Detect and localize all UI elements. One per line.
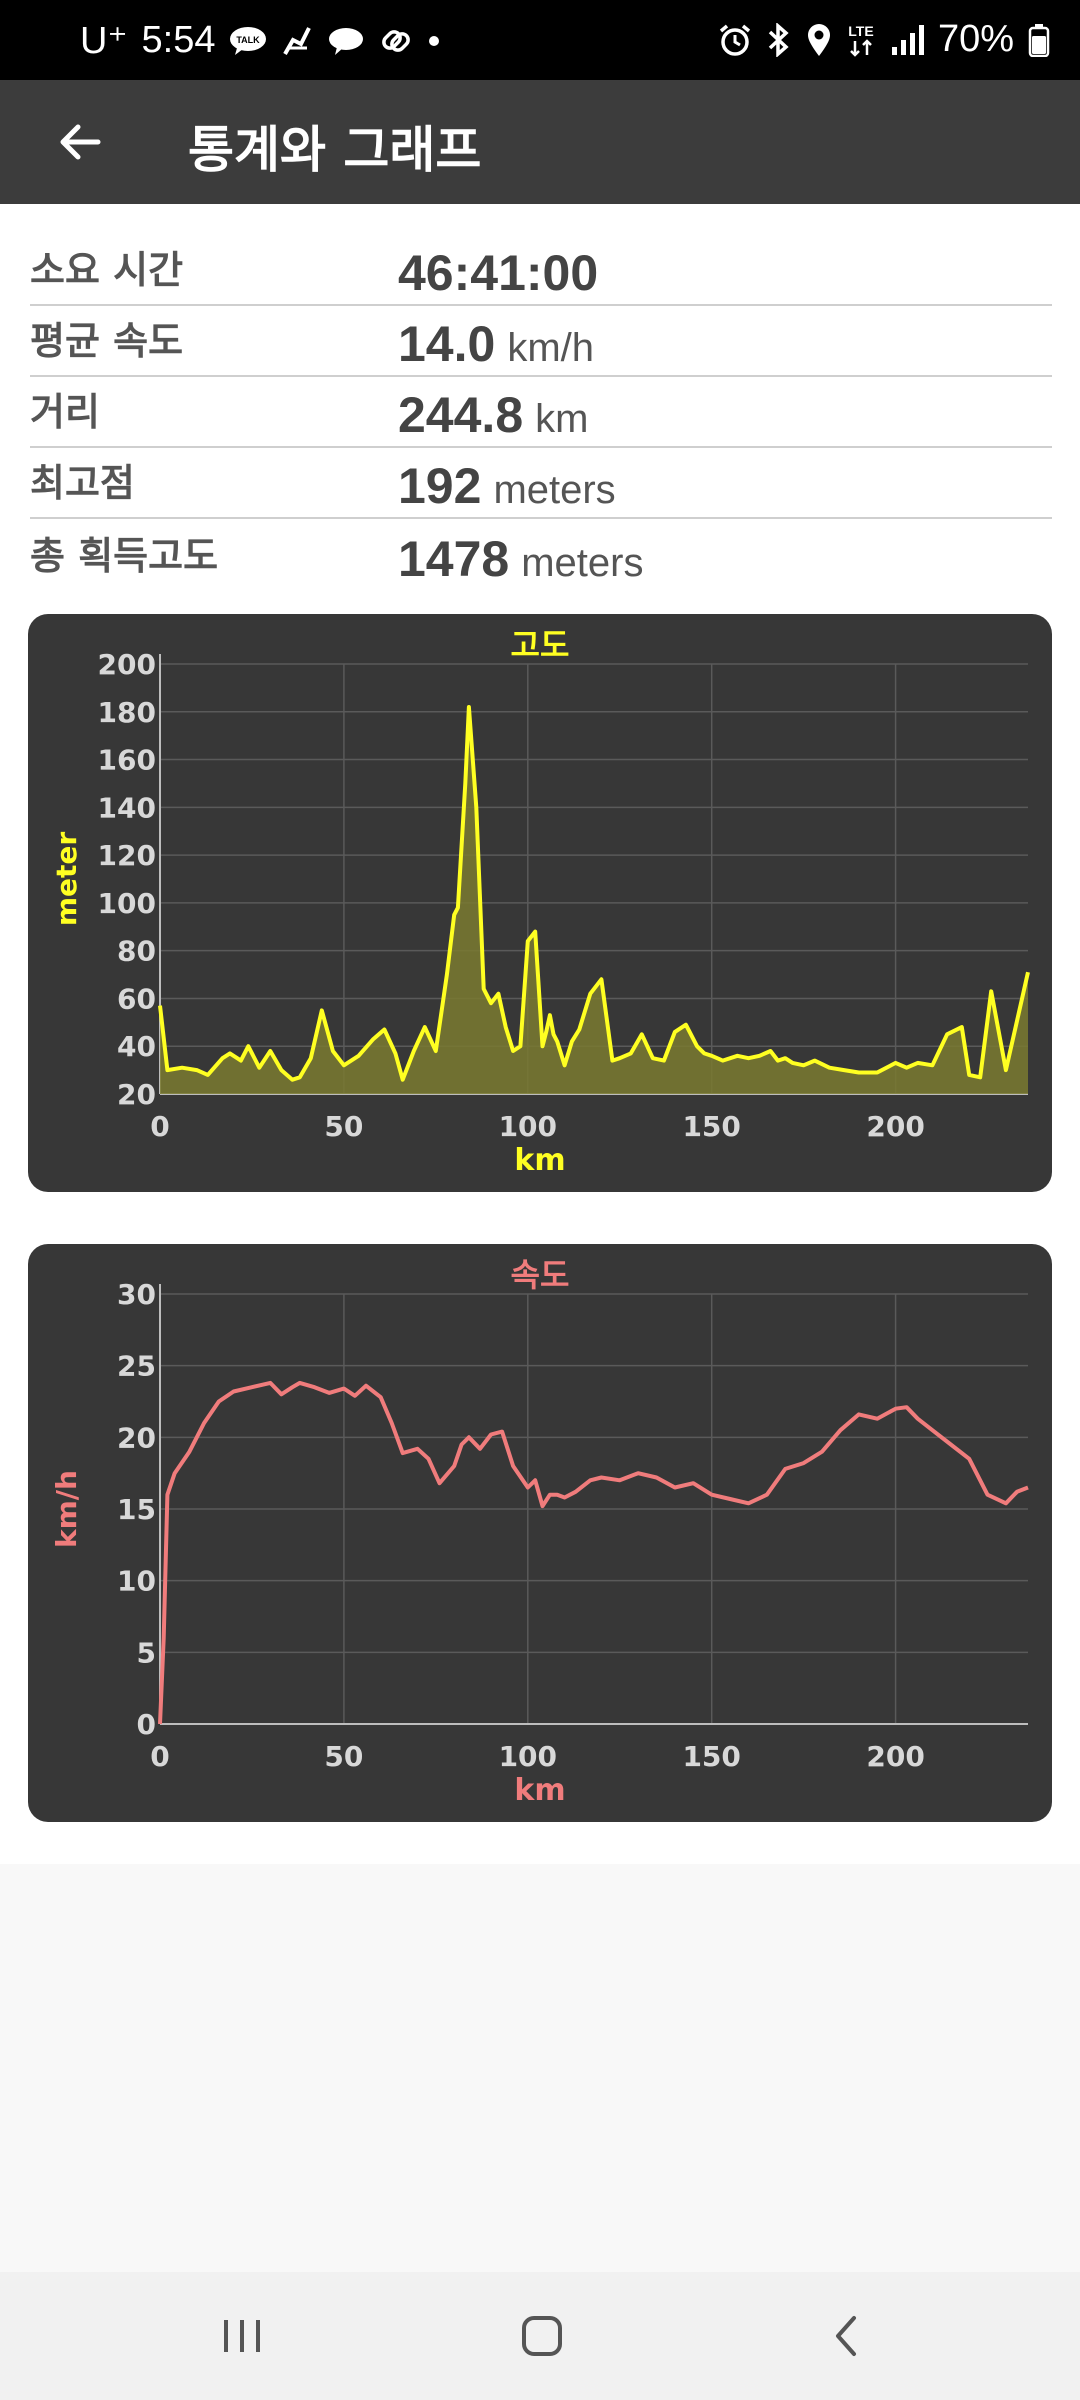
stat-label: 최고점 (30, 461, 135, 505)
lte-label: LTE (848, 23, 873, 39)
x-tick-label: 50 (324, 1740, 363, 1773)
arrow-back-icon (60, 124, 101, 160)
stat-label: 총 획득고도 (30, 534, 219, 578)
stat-value-number: 1478 (398, 531, 510, 587)
series-area-fill (160, 707, 1028, 1094)
y-tick-label: 0 (137, 1708, 156, 1741)
app-bar: 통계와 그래프 (0, 80, 1080, 204)
stat-unit: meters (521, 541, 644, 585)
x-tick-label: 200 (866, 1110, 924, 1143)
speed-chart-card: 0 5 10 15 20 25 30 0 50 100 150 200 속도 km km/h (28, 1244, 1052, 1822)
y-tick-label: 200 (98, 648, 156, 681)
back-button[interactable] (40, 102, 120, 182)
y-tick-label: 25 (117, 1350, 156, 1383)
y-tick-label: 80 (117, 935, 156, 968)
y-tick-label: 60 (117, 982, 156, 1015)
y-tick-label: 100 (98, 887, 156, 920)
stat-unit: km (535, 397, 589, 441)
status-bar: U⁺ 5:54 TALK LTE 7 (0, 0, 1080, 80)
stat-row-distance: 거리 244.8 km (30, 378, 1052, 448)
y-tick-label: 140 (98, 791, 156, 824)
alarm-icon (718, 23, 752, 57)
lte-icon: LTE (846, 22, 876, 58)
stat-value-number: 46:41:00 (398, 245, 599, 301)
stat-value-number: 192 (398, 458, 482, 514)
battery-percent: 70% (937, 18, 1014, 60)
home-icon (522, 2316, 562, 2356)
x-axis-label: km (514, 1773, 565, 1808)
y-axis-label: km/h (50, 1470, 83, 1548)
x-tick-label: 100 (499, 1740, 557, 1773)
stat-label: 평균 속도 (30, 319, 184, 363)
stat-value: 46:41:00 (398, 244, 598, 302)
x-tick-label: 0 (150, 1740, 169, 1773)
stat-row-total-ascent: 총 획득고도 1478 meters (30, 520, 1052, 590)
home-button[interactable] (492, 2296, 592, 2376)
y-tick-label: 15 (117, 1493, 156, 1526)
stat-value: 244.8 km (398, 386, 588, 444)
series-line (158, 705, 1030, 1082)
stat-value: 1478 meters (398, 530, 643, 588)
dot-icon (427, 34, 441, 48)
x-tick-label: 150 (682, 1110, 740, 1143)
chart-title: 속도 (511, 1256, 570, 1294)
y-tick-label: 30 (117, 1278, 156, 1311)
recent-apps-icon (224, 2320, 260, 2352)
stat-label: 거리 (30, 390, 100, 434)
kakaotalk-icon: TALK (229, 26, 267, 56)
y-axis-label: meter (50, 832, 83, 927)
x-axis-label: km (514, 1143, 565, 1178)
x-tick-label: 100 (499, 1110, 557, 1143)
battery-icon (1028, 23, 1050, 57)
y-tick-label: 40 (117, 1030, 156, 1063)
chart-title: 고도 (511, 626, 570, 664)
x-tick-label: 50 (324, 1110, 363, 1143)
speed-chart: 0 5 10 15 20 25 30 0 50 100 150 200 속도 km km/h (50, 1256, 1029, 1808)
stat-value-number: 244.8 (398, 387, 524, 443)
bluetooth-icon (766, 22, 792, 57)
page-title: 통계와 그래프 (188, 121, 482, 179)
elevation-chart-card: 20 40 60 80 100 120 140 160 180 200 0 50 100 150 200 고도… (28, 614, 1052, 1192)
stat-label: 소요 시간 (30, 248, 184, 292)
statistics-content: 소요 시간 46:41:00 평균 속도 14.0 km/h 거리 244.8 km… (0, 204, 1080, 1864)
x-tick-label: 200 (866, 1740, 924, 1773)
y-tick-label: 10 (117, 1565, 156, 1598)
stat-value-number: 14.0 (398, 316, 496, 372)
stat-row-max-elevation: 최고점 192 meters (30, 449, 1052, 519)
stat-row-avg-speed: 평균 속도 14.0 km/h (30, 307, 1052, 377)
stat-value: 192 meters (398, 457, 616, 515)
link-icon (379, 24, 413, 58)
y-tick-label: 20 (117, 1078, 156, 1111)
y-tick-label: 20 (117, 1421, 156, 1454)
x-tick-label: 150 (682, 1740, 740, 1773)
y-tick-label: 160 (98, 744, 156, 777)
clock: 5:54 (141, 19, 216, 61)
chat-bubble-icon (327, 26, 365, 56)
series-line (158, 1380, 1029, 1725)
x-tick-label: 0 (150, 1110, 169, 1143)
recent-apps-button[interactable] (192, 2296, 292, 2376)
tick-icon (281, 24, 313, 58)
location-icon (806, 23, 832, 57)
y-tick-label: 5 (137, 1636, 156, 1669)
y-tick-label: 120 (98, 839, 156, 872)
signal-icon (890, 23, 924, 57)
elevation-chart: 20 40 60 80 100 120 140 160 180 200 0 50 100 150 200 고도… (50, 626, 1030, 1178)
svg-text:TALK: TALK (237, 35, 261, 45)
back-nav-button[interactable] (796, 2296, 896, 2376)
system-nav-bar (0, 2272, 1080, 2400)
stat-unit: meters (493, 468, 616, 512)
back-icon (836, 2316, 856, 2356)
stat-value: 14.0 km/h (398, 315, 594, 373)
stat-unit: km/h (507, 326, 595, 370)
y-tick-label: 180 (98, 696, 156, 729)
stat-row-duration: 소요 시간 46:41:00 (30, 236, 1052, 306)
carrier-label: U⁺ (80, 20, 128, 62)
